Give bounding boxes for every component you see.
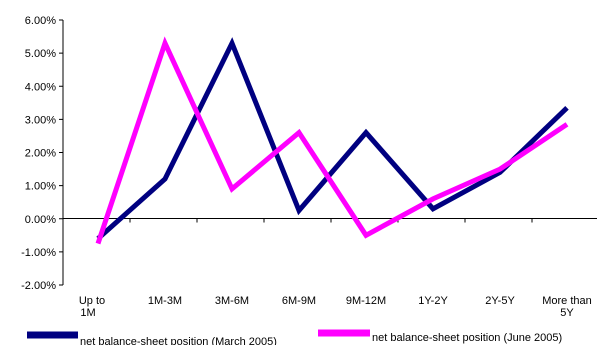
y-axis: 6.00% 5.00% 4.00% 3.00% 2.00% 1.00% 0.00% -1.00… — [21, 15, 64, 292]
y-tick-label: 3.00% — [25, 114, 56, 126]
x-tick-label: 3M-6M — [215, 295, 249, 307]
y-tick-label: 6.00% — [25, 15, 56, 27]
y-tick-label: -2.00% — [21, 280, 56, 292]
legend-label-1: net balance-sheet position (March 2005) — [80, 336, 277, 345]
x-tick-label: 1Y-2Y — [418, 295, 448, 307]
y-tick-label: 0.00% — [25, 214, 56, 226]
legend: net balance-sheet position (March 2005) n… — [27, 329, 562, 345]
x-tick-label: 6M-9M — [282, 295, 316, 307]
legend-label-2: net balance-sheet position (June 2005) — [372, 332, 562, 344]
y-tick-label: -1.00% — [21, 247, 56, 259]
x-tick-label: 9M-12M — [346, 295, 386, 307]
x-tick-label: More than 5Y — [542, 295, 592, 319]
plot-series — [95, 36, 569, 245]
x-tick-label: 1M-3M — [148, 295, 182, 307]
y-tick-label: 2.00% — [25, 148, 56, 160]
y-tick-label: 5.00% — [25, 48, 56, 60]
x-tick-label: Up to 1M — [79, 295, 105, 319]
y-tick-label: 4.00% — [25, 81, 56, 93]
series-line-1 — [96, 37, 569, 241]
x-tick-label: 2Y-5Y — [485, 295, 515, 307]
x-axis: Up to 1M 1M-3M 3M-6M 6M-9M 9M-12M 1Y-2Y 2Y-5Y Mo… — [62, 218, 597, 319]
y-tick-label: 1.00% — [25, 181, 56, 193]
series-line-2 — [95, 36, 569, 245]
